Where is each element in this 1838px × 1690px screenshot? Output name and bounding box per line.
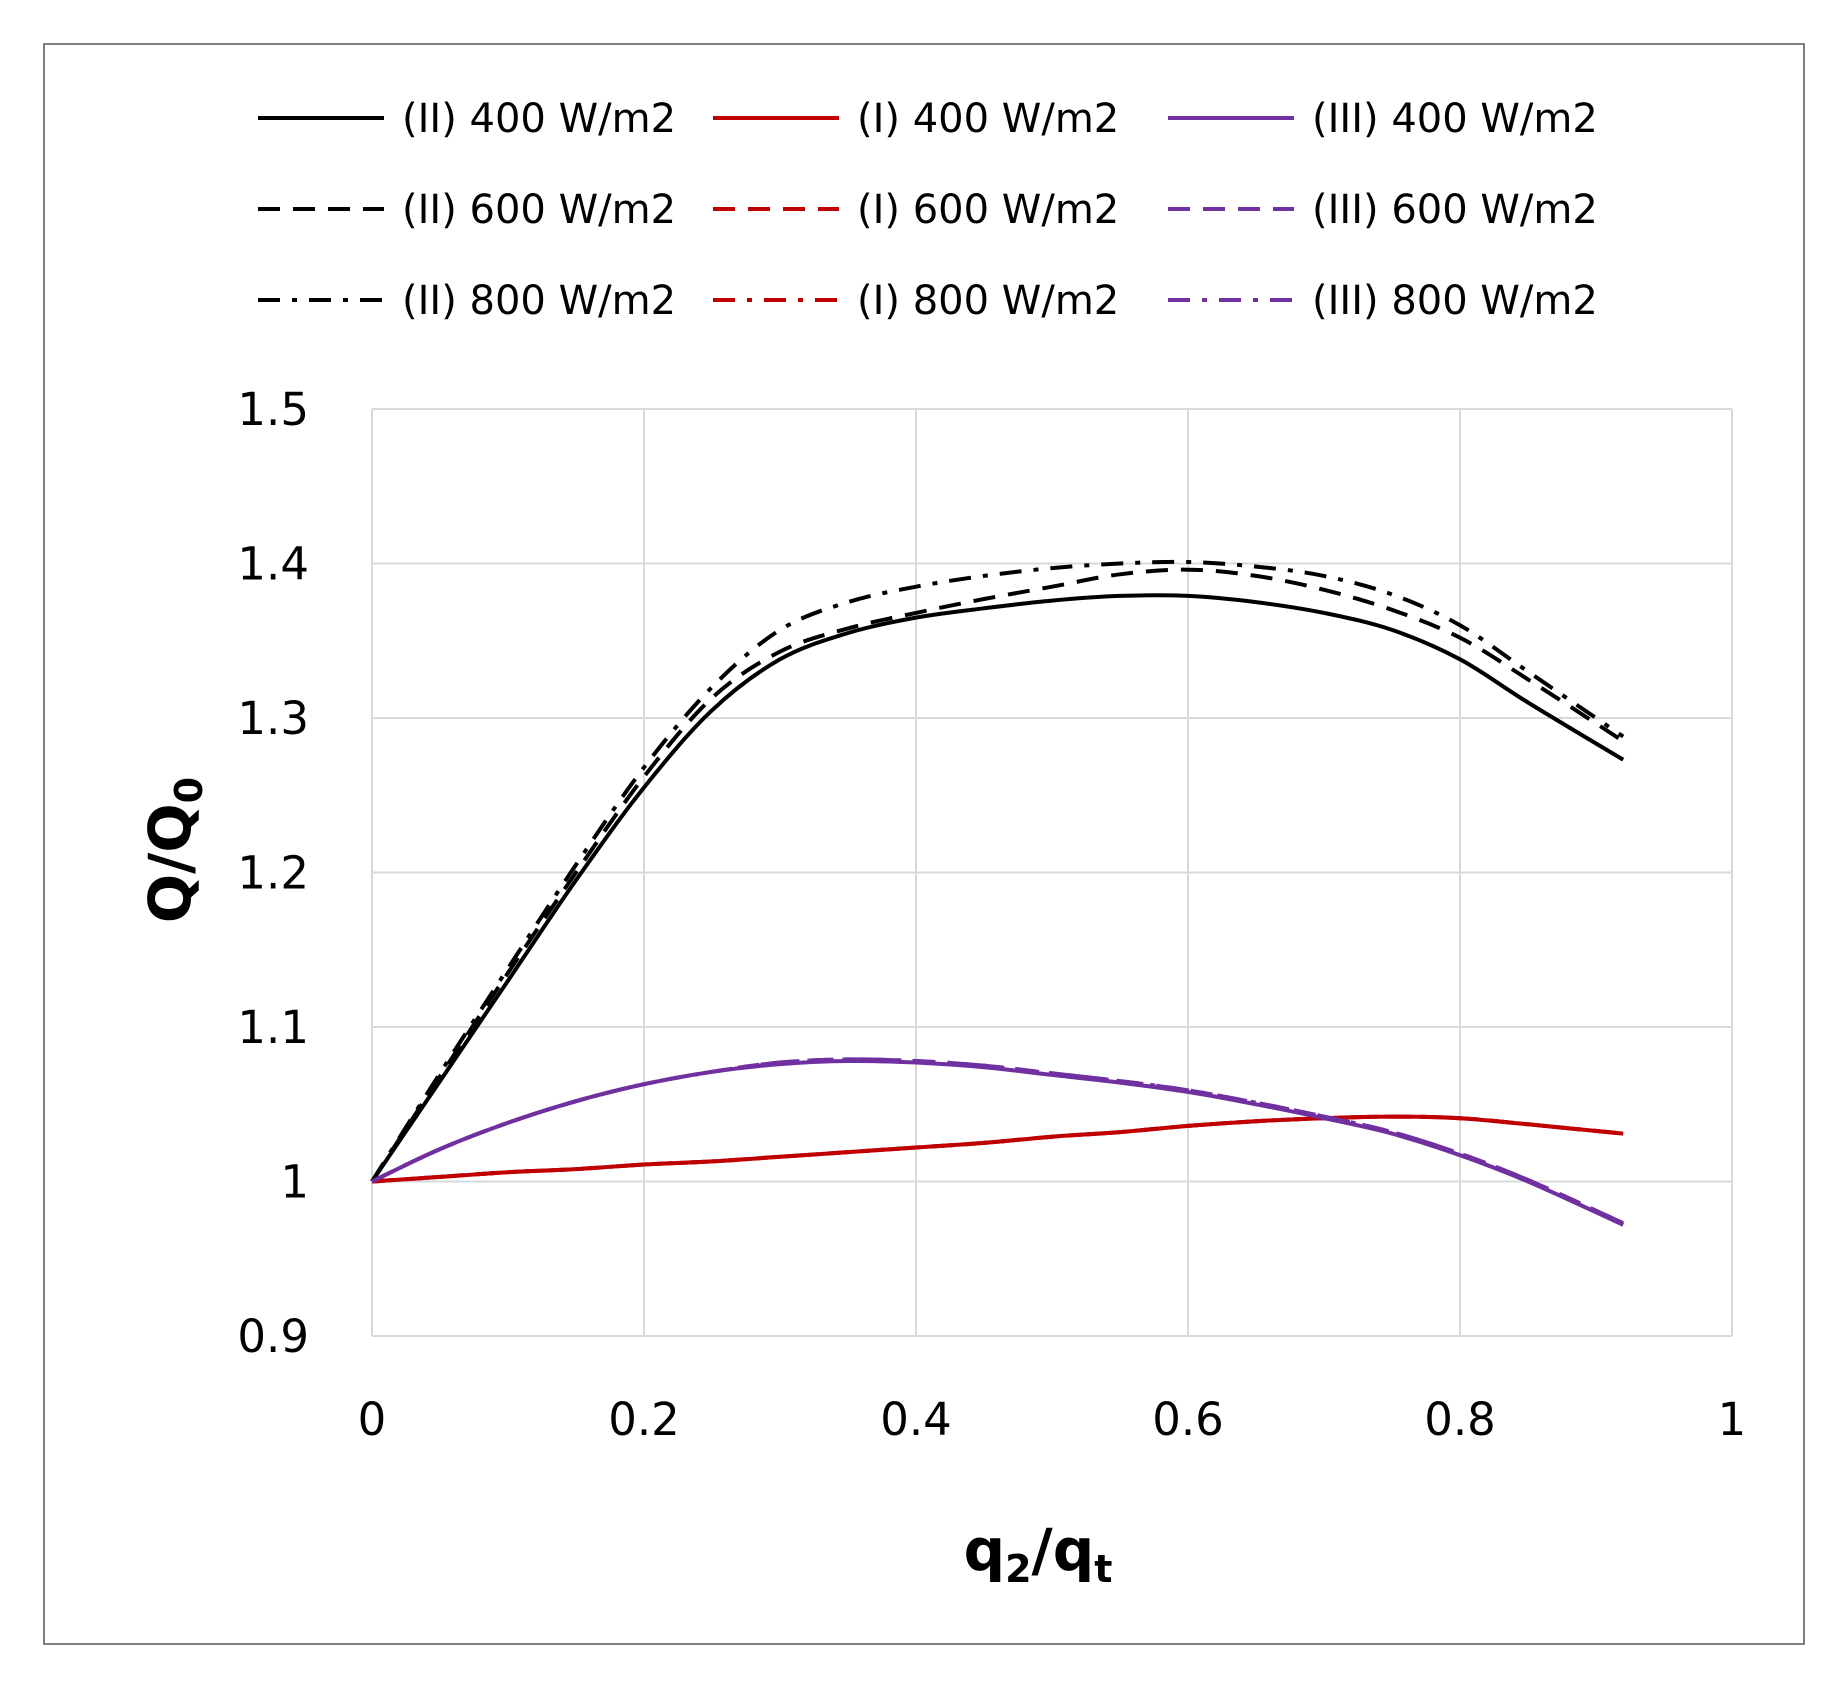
series-line-0 (370, 593, 1625, 1183)
series-lines (370, 559, 1625, 1227)
y-tick-label: 1.2 (237, 847, 309, 900)
legend-label: (III) 600 W/m2 (1312, 187, 1598, 233)
y-tick-label: 1.5 (237, 383, 309, 436)
y-tick-label: 1 (280, 1156, 309, 1209)
legend-label: (I) 800 W/m2 (857, 278, 1119, 324)
legend-label: (II) 400 W/m2 (402, 96, 676, 142)
y-tick-label: 0.9 (237, 1310, 309, 1363)
series-line-8 (371, 1057, 1625, 1226)
legend: (II) 400 W/m2 (II) 600 W/m2 (II) 800 W/m2 (… (258, 96, 1598, 324)
legend-label: (III) 400 W/m2 (1312, 96, 1598, 142)
legend-label: (I) 400 W/m2 (857, 96, 1119, 142)
legend-label: (II) 800 W/m2 (402, 278, 676, 324)
y-axis-title: Q/Q0 (136, 777, 211, 923)
x-tick-label: 0 (358, 1393, 387, 1446)
tick-labels: 0.9 1 1.1 1.2 1.3 1.4 1.5 0 0.2 0.4 0.6 0.8 1 (237, 383, 1746, 1446)
series-line-5 (371, 1114, 1624, 1184)
legend-label: (III) 800 W/m2 (1312, 278, 1598, 324)
grid (371, 408, 1733, 1337)
y-tick-label: 1.1 (237, 1001, 309, 1054)
x-tick-label: 0.6 (1152, 1393, 1224, 1446)
y-tick-label: 1.4 (237, 538, 309, 591)
legend-label: (II) 600 W/m2 (402, 187, 676, 233)
x-tick-label: 1 (1718, 1393, 1747, 1446)
x-tick-label: 0.2 (608, 1393, 680, 1446)
series-line-2 (370, 559, 1625, 1183)
series-line-1 (370, 567, 1625, 1183)
x-tick-label: 0.8 (1424, 1393, 1496, 1446)
legend-label: (I) 600 W/m2 (857, 187, 1119, 233)
x-axis-title: q2/qt (964, 1516, 1113, 1591)
chart-border (43, 43, 1805, 1645)
y-tick-label: 1.3 (237, 692, 309, 745)
x-tick-label: 0.4 (880, 1393, 952, 1446)
